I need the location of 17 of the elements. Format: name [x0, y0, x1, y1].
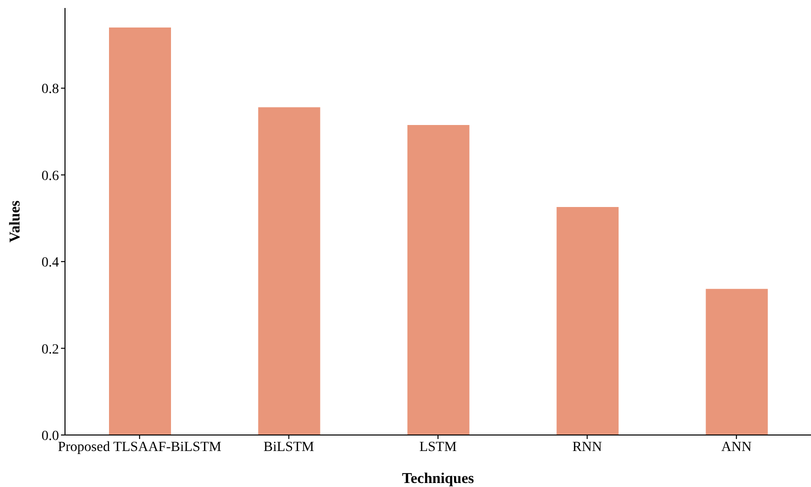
y-tick-label: 0.0	[42, 428, 59, 444]
x-tick-label: BiLSTM	[264, 440, 315, 455]
x-tick-label: Proposed TLSAAF-BiLSTM	[58, 440, 222, 455]
bar	[109, 28, 171, 435]
y-tick-label: 0.2	[42, 342, 59, 358]
y-axis-title: Values	[7, 200, 24, 242]
x-tick-label: ANN	[721, 440, 752, 455]
bar	[706, 288, 768, 435]
y-tick-label: 0.8	[42, 82, 59, 98]
bar	[407, 125, 470, 435]
y-tick-label: 0.4	[42, 256, 59, 271]
y-tick-label: 0.6	[42, 168, 59, 184]
bar	[556, 206, 619, 435]
x-tick-label: RNN	[572, 440, 602, 455]
x-axis-title: Techniques	[402, 471, 474, 487]
bar	[258, 107, 320, 435]
x-tick-label: LSTM	[419, 440, 458, 455]
